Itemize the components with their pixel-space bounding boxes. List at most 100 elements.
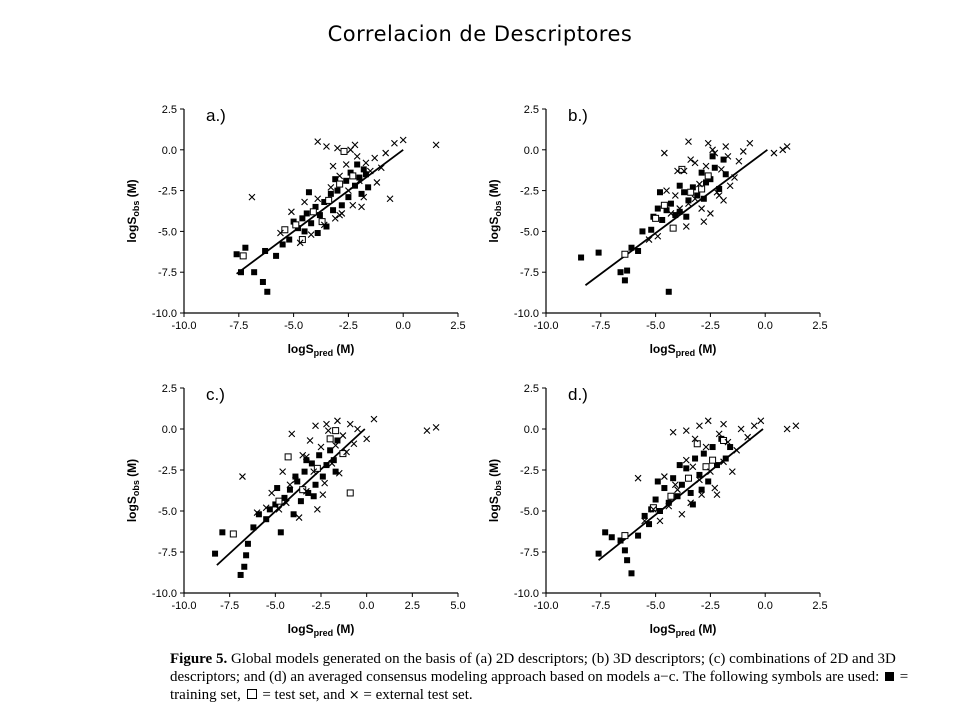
external-test-point — [353, 152, 361, 160]
external-test-point — [377, 164, 385, 172]
external-test-point — [757, 417, 765, 425]
training-point — [354, 161, 361, 168]
training-point — [281, 494, 288, 501]
training-point — [711, 164, 718, 171]
training-point — [624, 267, 631, 274]
external-test-point — [334, 417, 341, 425]
external-test-point — [717, 165, 725, 173]
external-test-point — [363, 435, 371, 443]
training-point — [696, 471, 703, 478]
training-point — [727, 444, 734, 451]
caption-text-2: = training set, — [170, 669, 909, 703]
external-test-point — [682, 456, 690, 464]
external-test-point — [301, 198, 308, 206]
test-point — [292, 221, 300, 229]
y-axis-label: logSobs (M) — [487, 459, 503, 522]
external-test-point — [362, 159, 370, 167]
external-test-point — [660, 149, 668, 157]
test-point — [275, 497, 283, 505]
external-test-point — [691, 159, 699, 167]
external-test-point — [704, 417, 712, 425]
training-point — [602, 529, 609, 536]
test-point — [704, 172, 712, 180]
training-point — [250, 524, 257, 531]
training-point — [683, 213, 690, 220]
external-test-point — [370, 415, 378, 423]
test-point — [687, 188, 695, 196]
training-point — [709, 153, 716, 160]
test-point — [667, 492, 675, 500]
x-tick-label: -7.5 — [229, 320, 248, 332]
training-point — [303, 210, 310, 217]
training-point — [303, 457, 310, 464]
scatter-panel-1: -10.0 -7.5 -5.0 -2.5 0.0 2.5 -10.0 -7.5 -5.0 -2.5… — [125, 104, 466, 358]
external-test-point — [704, 139, 712, 147]
x-tick-label: 0.0 — [396, 320, 411, 332]
training-point — [628, 570, 635, 577]
y-tick-label: 0.0 — [162, 424, 177, 436]
external-test-point — [687, 499, 695, 507]
external-test-point — [328, 460, 336, 467]
test-point — [229, 530, 237, 538]
test-point — [298, 236, 306, 244]
training-point — [308, 220, 315, 227]
external-test-point — [302, 453, 310, 461]
training-point — [624, 557, 631, 564]
y-tick-label: 2.5 — [524, 383, 539, 395]
training-point — [310, 493, 317, 500]
external-test-point — [391, 139, 398, 147]
external-test-point — [698, 205, 706, 212]
x-axis-label: logSpred (M) — [288, 622, 355, 638]
external-test-point — [335, 469, 343, 477]
training-point — [319, 473, 326, 480]
external-test-point — [355, 177, 363, 185]
training-point — [243, 552, 250, 559]
open-square-icon — [246, 689, 257, 699]
x-tick-label: 0.0 — [758, 600, 773, 612]
training-point — [334, 437, 341, 444]
training-point — [722, 171, 729, 178]
training-point — [334, 187, 341, 194]
training-point — [678, 481, 685, 488]
x-tick-label: 0.0 — [359, 600, 374, 612]
cross-icon: × — [348, 688, 360, 703]
external-test-point — [262, 504, 270, 512]
training-point — [312, 203, 319, 210]
external-test-point — [783, 425, 791, 433]
external-test-point — [360, 193, 368, 201]
training-point — [219, 529, 226, 536]
regression-line — [216, 428, 366, 566]
training-point — [687, 489, 694, 496]
test-point — [313, 464, 321, 472]
external-test-point — [737, 425, 745, 433]
training-point — [635, 532, 642, 539]
external-test-point — [292, 476, 299, 484]
training-point — [365, 184, 372, 191]
external-test-point — [336, 172, 344, 180]
external-test-point — [671, 481, 679, 489]
training-point — [330, 207, 337, 214]
training-point — [237, 269, 244, 276]
training-point — [621, 547, 628, 554]
training-point — [665, 288, 672, 295]
training-point — [641, 512, 648, 519]
training-point — [635, 247, 642, 254]
y-tick-label: -2.5 — [158, 186, 177, 198]
external-test-point — [302, 487, 310, 495]
test-point — [336, 180, 344, 188]
external-test-point — [739, 148, 747, 155]
external-test-point — [665, 502, 673, 510]
external-test-point — [350, 440, 358, 448]
training-point — [578, 254, 585, 261]
x-tick-label: -10.0 — [171, 600, 196, 612]
training-point — [263, 516, 270, 523]
training-point — [709, 444, 716, 451]
training-point — [667, 200, 674, 207]
training-point — [299, 215, 306, 222]
external-test-point — [641, 517, 649, 525]
x-tick-label: 2.5 — [812, 320, 827, 332]
external-test-point — [674, 486, 681, 494]
training-point — [694, 192, 701, 199]
training-point — [301, 228, 308, 235]
external-test-point — [654, 232, 662, 240]
